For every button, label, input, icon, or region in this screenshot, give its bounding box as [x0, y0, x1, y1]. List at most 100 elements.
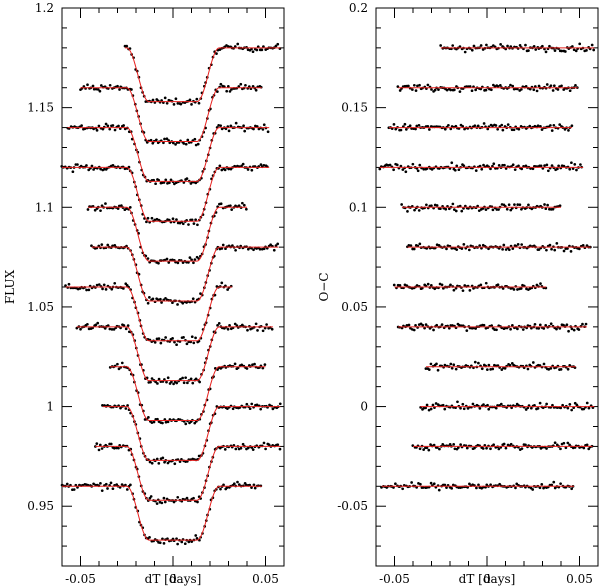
data-point — [474, 169, 478, 172]
data-point — [150, 216, 154, 220]
data-point — [513, 203, 516, 207]
data-point — [550, 483, 554, 487]
data-point — [270, 327, 274, 331]
data-point — [99, 481, 102, 485]
data-point — [129, 483, 132, 487]
data-point — [433, 88, 437, 92]
data-point — [553, 441, 557, 445]
data-point — [572, 328, 576, 332]
data-point — [566, 441, 570, 445]
data-point — [193, 300, 197, 304]
data-point — [530, 406, 533, 410]
data-point — [487, 407, 491, 411]
data-point — [190, 103, 193, 106]
data-point — [408, 124, 412, 128]
data-point — [506, 123, 510, 126]
data-point — [440, 323, 444, 326]
data-point — [486, 127, 490, 131]
data-point — [227, 129, 231, 133]
data-point — [168, 141, 172, 145]
data-point — [161, 421, 164, 425]
data-point — [482, 323, 486, 327]
data-point — [150, 421, 154, 424]
data-point — [410, 481, 413, 484]
data-point — [548, 44, 551, 48]
data-point — [112, 328, 116, 331]
data-point — [566, 247, 569, 250]
data-point — [399, 164, 403, 168]
data-point — [458, 323, 461, 327]
data-point — [100, 243, 104, 246]
data-point — [414, 127, 417, 131]
right-series-10 — [419, 400, 595, 412]
data-point — [544, 207, 548, 211]
data-point — [484, 88, 488, 92]
data-point — [560, 84, 563, 88]
data-point — [431, 403, 435, 407]
data-point — [455, 248, 459, 252]
data-point — [256, 329, 259, 332]
data-point — [461, 289, 465, 293]
data-point — [186, 381, 189, 385]
data-point — [435, 323, 439, 327]
data-point — [175, 381, 179, 385]
data-point — [220, 247, 224, 250]
data-point — [86, 83, 89, 87]
data-point — [164, 296, 167, 300]
data-point — [274, 244, 278, 247]
data-point — [460, 247, 464, 250]
data-point — [96, 88, 100, 91]
left-series-6 — [90, 242, 280, 306]
data-point — [533, 322, 537, 326]
data-point — [113, 281, 117, 285]
left-series-8 — [75, 321, 274, 386]
data-point — [92, 87, 96, 91]
data-point — [239, 82, 243, 86]
data-point — [436, 368, 440, 372]
data-point — [108, 127, 112, 131]
data-point — [473, 360, 477, 364]
data-point — [245, 402, 249, 406]
data-point — [411, 162, 415, 166]
data-point — [231, 244, 234, 247]
data-point — [516, 243, 520, 246]
data-point — [479, 283, 483, 287]
data-point — [401, 168, 405, 171]
data-point — [421, 323, 425, 327]
data-point — [422, 167, 426, 171]
data-point — [437, 488, 441, 492]
data-point — [198, 380, 201, 384]
data-point — [193, 137, 197, 141]
data-point — [562, 164, 566, 168]
data-point — [196, 500, 199, 504]
data-point — [250, 168, 254, 172]
data-point — [450, 486, 454, 490]
data-point — [544, 50, 548, 54]
model-curve — [67, 127, 270, 182]
data-point — [412, 247, 416, 251]
data-point — [430, 88, 433, 91]
data-point — [538, 486, 542, 490]
data-point — [559, 368, 563, 371]
data-point — [424, 323, 428, 326]
data-point — [253, 362, 256, 366]
data-point — [85, 288, 88, 292]
data-point — [239, 446, 243, 450]
data-point — [571, 167, 575, 170]
right-y-tick-label: 0 — [360, 400, 368, 414]
left-x-tick-label: 0.05 — [252, 572, 279, 586]
data-point — [566, 367, 570, 371]
data-point — [497, 163, 501, 167]
data-point — [122, 124, 125, 127]
data-point — [176, 542, 179, 546]
data-point — [575, 168, 578, 172]
right-x-tick-label: 0 — [483, 572, 491, 586]
data-point — [551, 403, 554, 407]
data-point — [405, 284, 409, 287]
data-point — [549, 322, 553, 326]
right-series-3 — [387, 122, 574, 132]
data-point — [484, 208, 488, 211]
data-point — [422, 406, 425, 410]
data-point — [215, 52, 218, 55]
data-point — [160, 99, 163, 102]
